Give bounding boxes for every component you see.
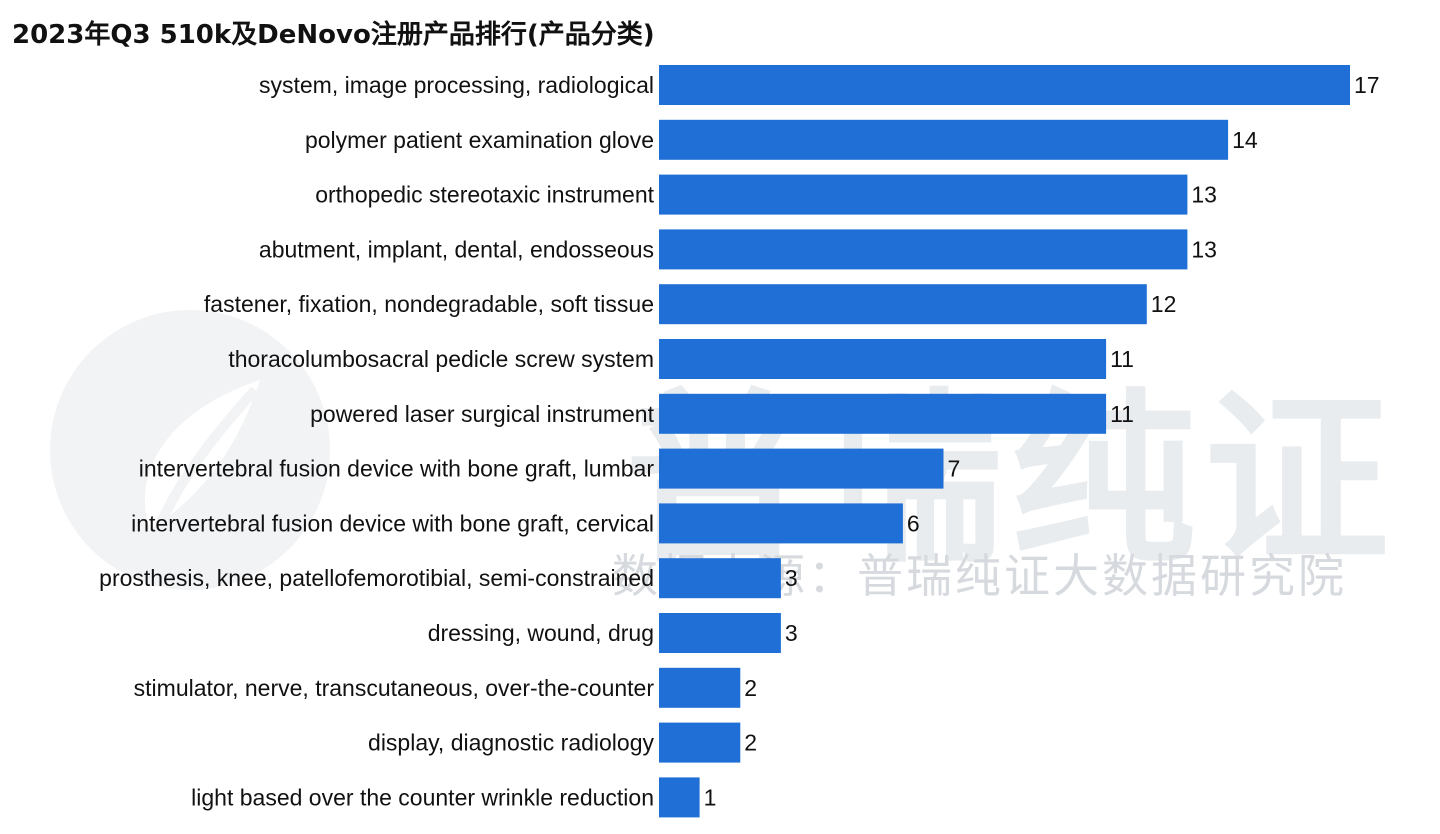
bar bbox=[659, 393, 1107, 434]
value-label: 7 bbox=[948, 456, 961, 482]
bar bbox=[659, 448, 944, 489]
category-label: fastener, fixation, nondegradable, soft … bbox=[204, 291, 654, 317]
category-label: stimulator, nerve, transcutaneous, over-… bbox=[134, 675, 655, 701]
value-label: 3 bbox=[785, 565, 798, 591]
category-label: system, image processing, radiological bbox=[259, 72, 654, 98]
bar bbox=[659, 284, 1147, 325]
value-label: 11 bbox=[1110, 401, 1134, 427]
category-label: intervertebral fusion device with bone g… bbox=[139, 456, 655, 482]
category-label: dressing, wound, drug bbox=[428, 620, 654, 646]
watermark-logo bbox=[50, 310, 330, 590]
value-label: 17 bbox=[1354, 72, 1380, 98]
bar bbox=[659, 558, 781, 599]
bar bbox=[659, 722, 741, 763]
bar bbox=[659, 119, 1229, 160]
bar bbox=[659, 613, 781, 653]
value-label: 12 bbox=[1151, 291, 1177, 317]
chart-title: 2023年Q3 510k及DeNovo注册产品排行(产品分类) bbox=[12, 20, 655, 50]
bar bbox=[659, 229, 1188, 270]
value-label: 11 bbox=[1110, 346, 1134, 372]
value-label: 13 bbox=[1191, 182, 1217, 208]
bar bbox=[659, 667, 741, 708]
category-label: abutment, implant, dental, endosseous bbox=[259, 236, 654, 262]
value-label: 2 bbox=[744, 675, 757, 701]
category-label: polymer patient examination glove bbox=[305, 127, 654, 153]
category-label: display, diagnostic radiology bbox=[368, 730, 654, 756]
bar bbox=[659, 777, 700, 818]
value-label: 13 bbox=[1191, 236, 1217, 262]
category-label: orthopedic stereotaxic instrument bbox=[315, 182, 654, 208]
value-label: 2 bbox=[744, 730, 757, 756]
category-label: light based over the counter wrinkle red… bbox=[191, 784, 654, 810]
category-label: thoracolumbosacral pedicle screw system bbox=[228, 346, 654, 372]
category-label: powered laser surgical instrument bbox=[310, 401, 654, 427]
bar bbox=[659, 339, 1107, 379]
category-label: prosthesis, knee, patellofemorotibial, s… bbox=[99, 565, 654, 591]
bar bbox=[659, 503, 903, 544]
bar bbox=[659, 174, 1188, 215]
category-label: intervertebral fusion device with bone g… bbox=[131, 510, 654, 536]
value-label: 3 bbox=[785, 620, 798, 646]
bar bbox=[659, 65, 1350, 105]
value-label: 14 bbox=[1232, 127, 1258, 153]
value-label: 6 bbox=[907, 510, 920, 536]
value-label: 1 bbox=[704, 784, 717, 810]
